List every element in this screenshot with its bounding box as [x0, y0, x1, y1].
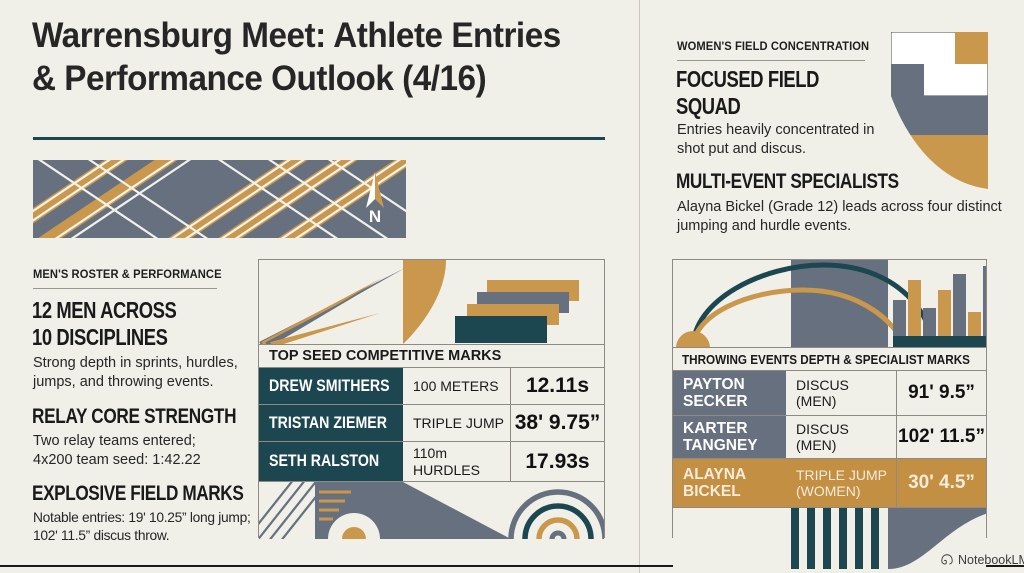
svg-text:N: N: [369, 207, 381, 224]
